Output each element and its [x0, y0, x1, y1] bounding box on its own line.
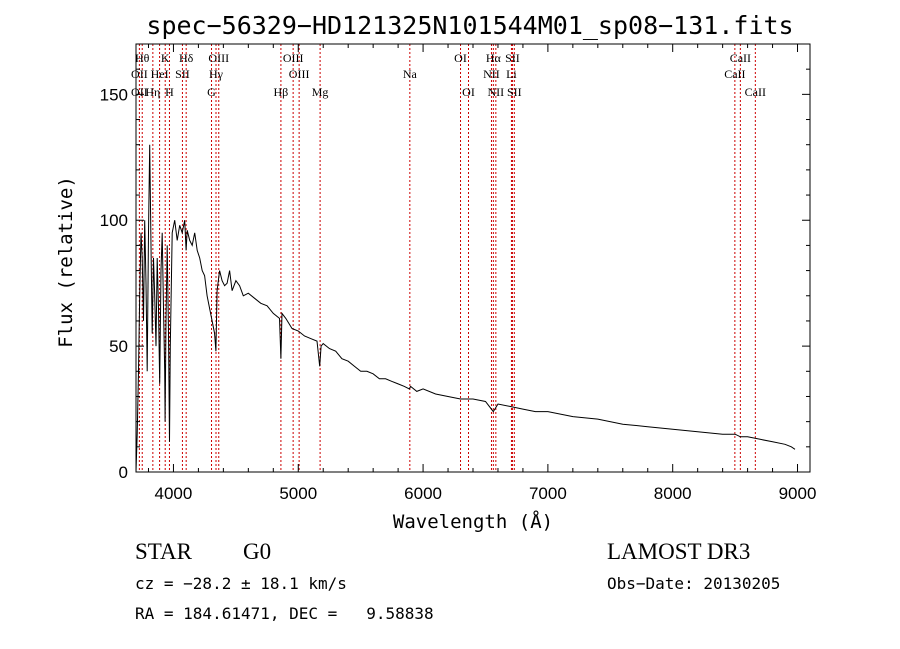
y-tick-label-150: 150 — [100, 85, 128, 104]
y-axis-ticks: 0 50 100 150 — [100, 68, 810, 482]
line-label-6: H — [165, 85, 174, 99]
line-label-24: SII — [507, 85, 522, 99]
line-label-19: Hα — [486, 51, 502, 65]
line-label-3: Hη — [145, 85, 160, 99]
line-label-14: Hβ — [274, 85, 289, 99]
line-label-17: OI — [454, 51, 467, 65]
line-label-13: OIII — [289, 67, 310, 81]
x-axis-ticks: 4000 5000 6000 7000 8000 9000 — [147, 44, 817, 503]
y-tick-label-50: 50 — [109, 337, 128, 356]
line-label-8: Hδ — [179, 51, 194, 65]
line-label-25: CaII — [730, 51, 751, 65]
y-axis-label: Flux (relative) — [55, 176, 77, 348]
x-tick-label-9000: 9000 — [779, 484, 817, 503]
x-tick-label-6000: 6000 — [404, 484, 442, 503]
x-tick-label-5000: 5000 — [279, 484, 317, 503]
coordinates: RA = 184.61471, DEC = 9.58838 — [135, 604, 434, 623]
x-tick-label-4000: 4000 — [155, 484, 193, 503]
survey-name: LAMOST DR3 — [607, 539, 751, 564]
chart-title: spec−56329−HD121325N101544M01_sp08−131.f… — [146, 11, 793, 40]
object-subclass: G0 — [243, 539, 272, 564]
redshift-value: cz = −28.2 ± 18.1 km/s — [135, 574, 347, 593]
line-label-7: SII — [175, 67, 190, 81]
x-tick-label-7000: 7000 — [529, 484, 567, 503]
line-label-15: Mg — [312, 85, 329, 99]
line-label-0: OII — [131, 67, 148, 81]
line-label-5: K — [161, 51, 170, 65]
spectrum-line — [135, 144, 796, 473]
line-label-16: Na — [403, 67, 418, 81]
line-label-27: CaII — [745, 85, 766, 99]
line-label-23: Li — [506, 67, 517, 81]
spectral-line-markers — [138, 44, 756, 472]
line-label-1: OII — [131, 85, 148, 99]
line-label-18: OI — [462, 85, 475, 99]
line-label-2: Hθ — [135, 51, 150, 65]
line-label-12: OIII — [283, 51, 304, 65]
spectrum-chart: spec−56329−HD121325N101544M01_sp08−131.f… — [55, 11, 817, 533]
line-label-9: OIII — [208, 51, 229, 65]
y-tick-label-100: 100 — [100, 211, 128, 230]
x-axis-label: Wavelength (Å) — [393, 510, 553, 533]
line-label-21: NII — [488, 85, 505, 99]
y-tick-label-0: 0 — [119, 463, 128, 482]
line-label-26: CaII — [724, 67, 745, 81]
object-type: STAR — [135, 539, 192, 564]
x-tick-label-8000: 8000 — [654, 484, 692, 503]
line-label-22: SII — [505, 51, 520, 65]
line-label-4: HeI — [151, 67, 169, 81]
observation-date: Obs−Date: 20130205 — [607, 574, 781, 593]
line-label-10: Hγ — [209, 67, 224, 81]
line-label-20: NII — [483, 67, 500, 81]
plot-frame — [135, 43, 811, 473]
line-label-11: G — [207, 85, 216, 99]
